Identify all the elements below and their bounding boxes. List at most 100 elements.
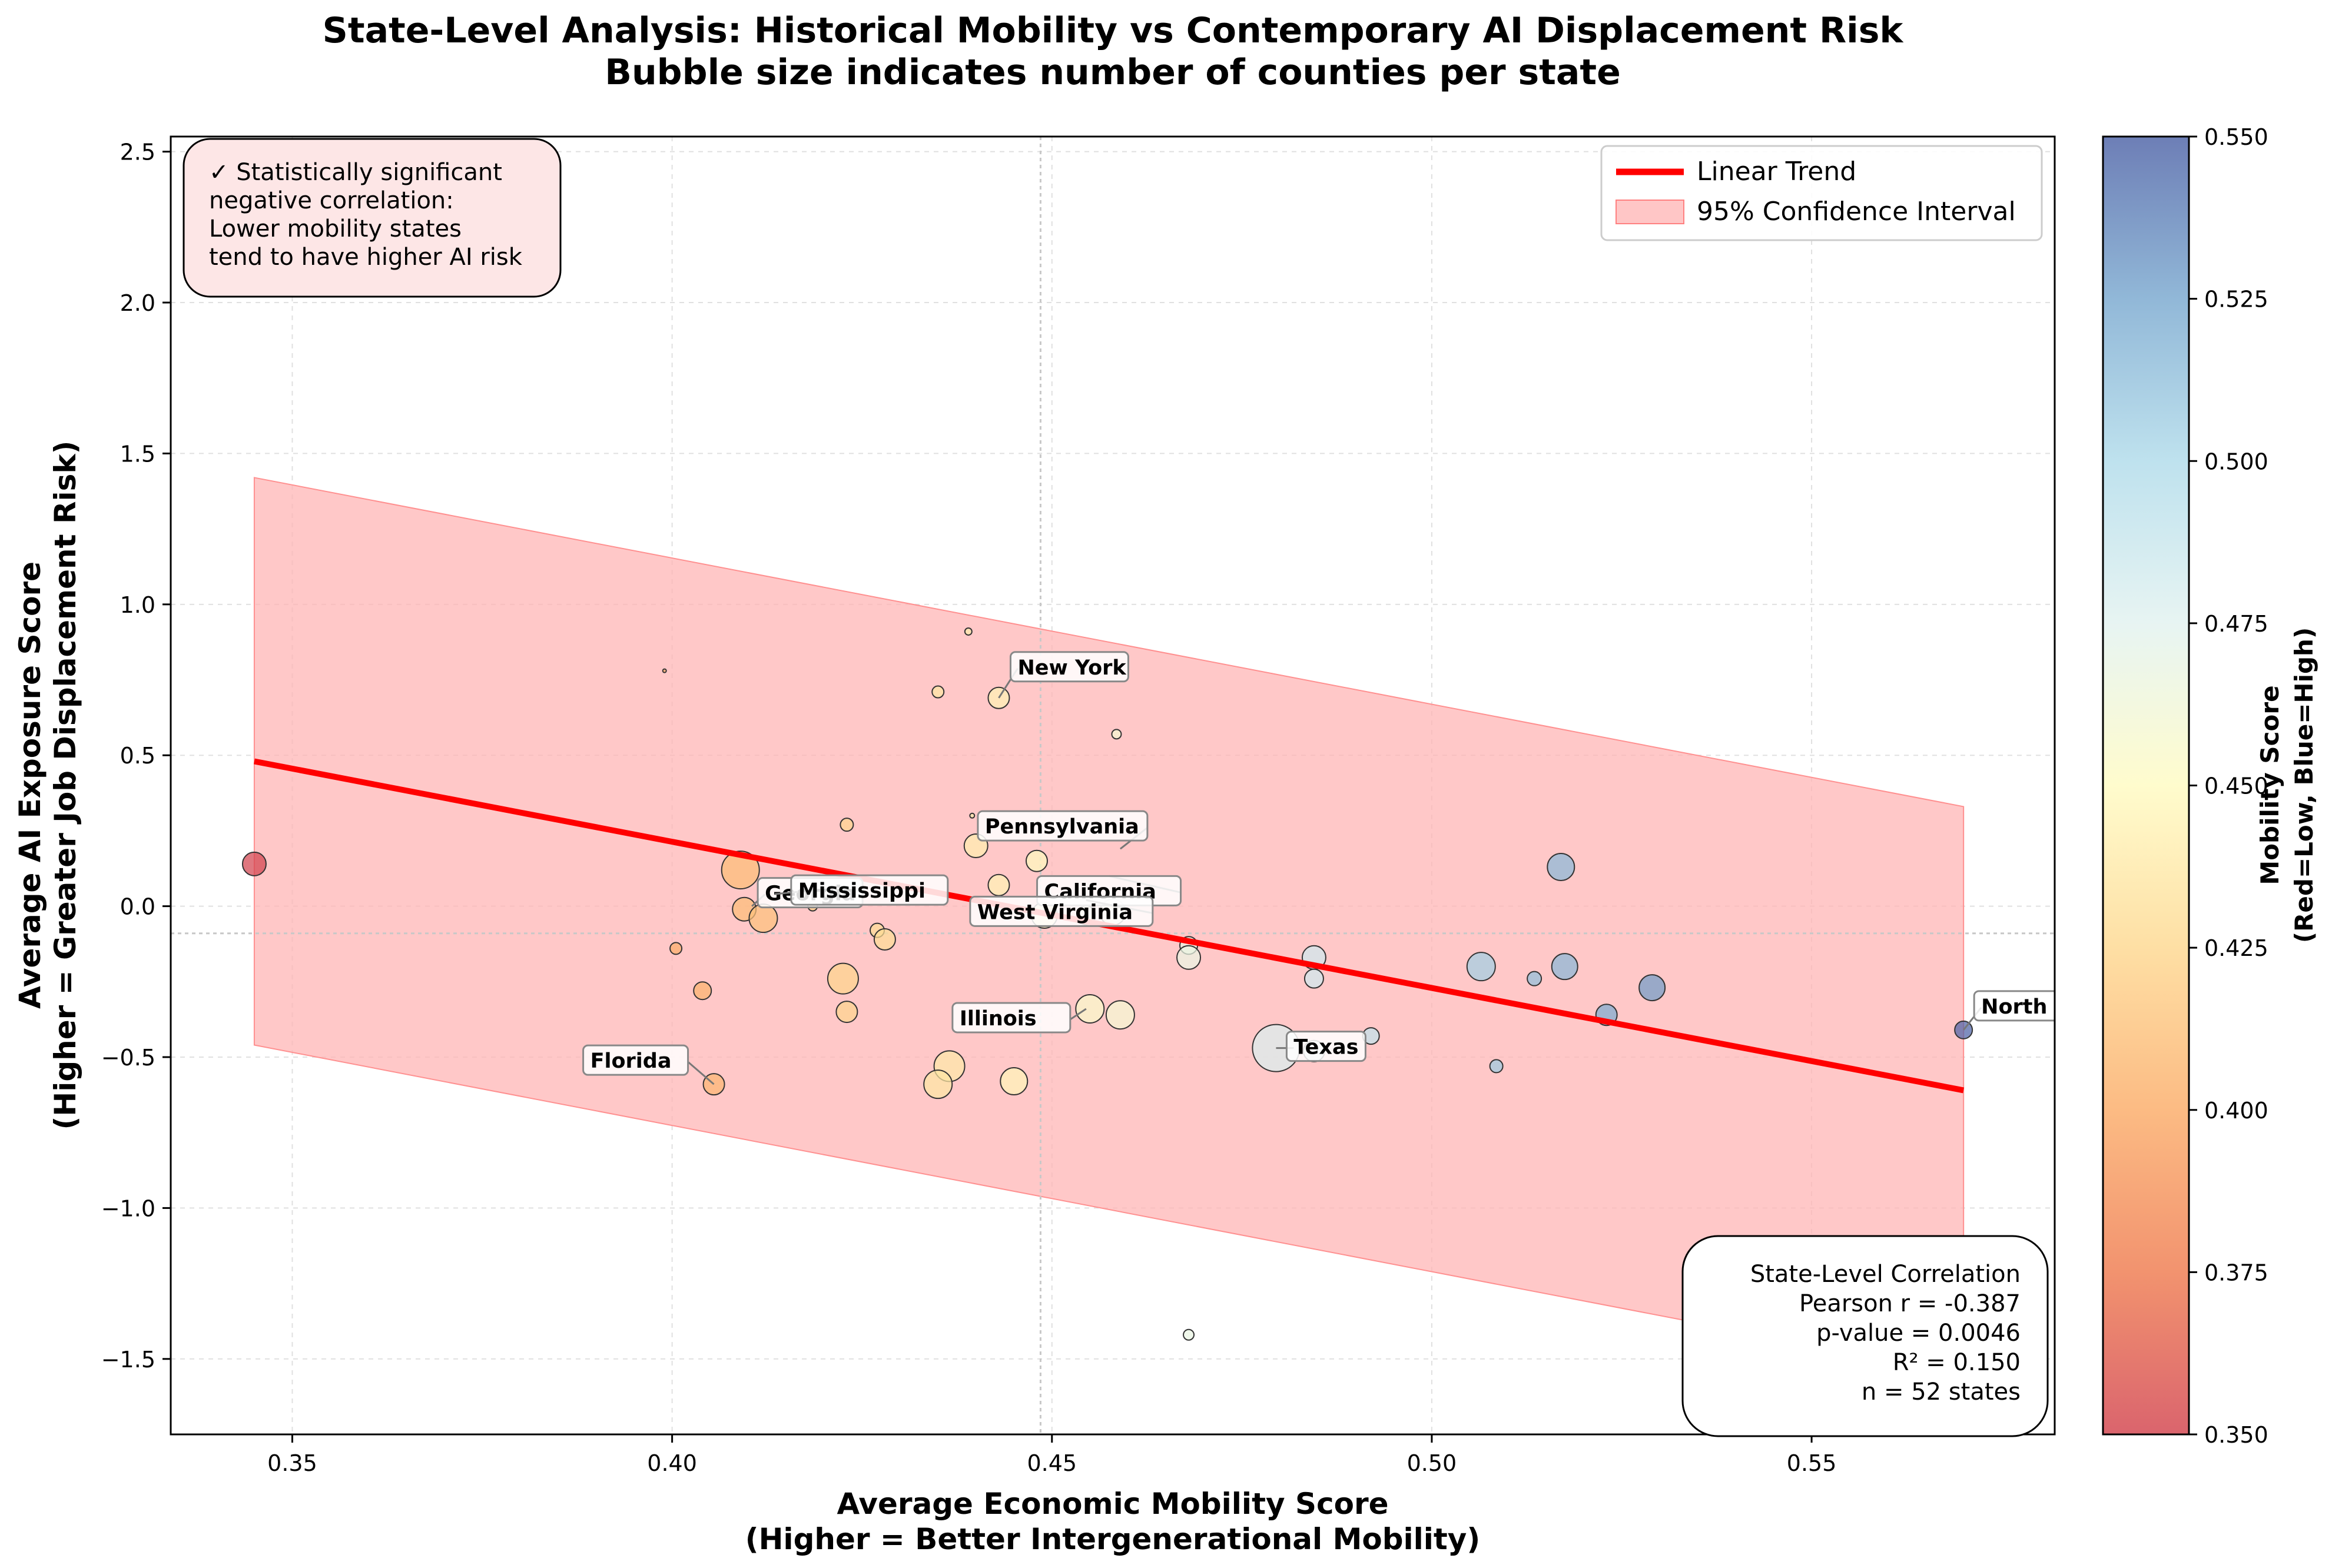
annotation-box [1285, 1031, 1366, 1062]
chart-subtitle: Bubble size indicates number of counties… [605, 52, 1621, 93]
y-tick-label: 2.0 [120, 290, 155, 316]
data-point [1489, 1059, 1504, 1074]
x-axis-label-line2: (Higher = Better Intergenerational Mobil… [745, 1522, 1481, 1556]
colorbar-label-line2: (Red=Low, Blue=High) [2290, 627, 2318, 943]
y-tick-label: 1.0 [120, 592, 155, 618]
data-point [1551, 953, 1578, 981]
state-annotation: New York [998, 651, 1129, 699]
state-annotation: Florida [582, 1044, 715, 1085]
data-point [748, 903, 778, 934]
data-point [1303, 968, 1324, 989]
state-label: Florida [591, 1049, 672, 1073]
state-annotation: Texas [1276, 1031, 1366, 1062]
state-annotation: Pennsylvania [977, 810, 1149, 850]
colorbar-tick-label: 0.450 [2204, 773, 2268, 799]
annotation-box [790, 874, 949, 906]
legend: Linear Trend 95% Confidence Interval [1600, 145, 2043, 241]
data-point [1466, 952, 1496, 982]
colorbar [2102, 135, 2190, 1436]
colorbar-tick-label: 0.500 [2204, 449, 2268, 474]
legend-trend-label: Linear Trend [1697, 157, 1856, 187]
data-point [827, 962, 859, 995]
data-point [1075, 994, 1105, 1024]
data-point [1638, 974, 1666, 1002]
y-tick-label: −0.5 [101, 1045, 155, 1071]
note-line-3: Lower mobility states [209, 215, 462, 242]
annotation-box [1009, 651, 1129, 683]
data-point [931, 685, 945, 699]
y-tick-label: 2.5 [120, 139, 155, 165]
data-point [1183, 1328, 1195, 1341]
annotation-arrow [687, 1061, 715, 1085]
data-point [1025, 849, 1048, 872]
data-point [873, 928, 896, 951]
colorbar-tick-label: 0.550 [2204, 124, 2268, 150]
y-axis-label-line2: (Higher = Greater Job Displacement Risk) [48, 441, 82, 1130]
note-line-1: ✓ Statistically significant [209, 159, 502, 186]
colorbar-tick-label: 0.425 [2204, 935, 2268, 961]
state-label: North Dakota [1981, 995, 2137, 1019]
data-point [662, 668, 667, 673]
colorbar-tick-label: 0.350 [2204, 1422, 2268, 1448]
data-point [964, 627, 973, 636]
note-box: ✓ Statistically significant negative cor… [183, 138, 562, 298]
stats-line-3: p-value = 0.0046 [1816, 1320, 2021, 1347]
x-axis-label: Average Economic Mobility Score [837, 1487, 1388, 1521]
colorbar-ticks: 0.350 0.375 0.400 0.425 0.450 0.475 0.500 0.525… [2189, 124, 2268, 1448]
state-annotation: West Virginia [969, 895, 1154, 927]
plot-frame [170, 135, 2056, 1436]
y-tick-label: 0.0 [120, 894, 155, 920]
colorbar-tick-label: 0.525 [2204, 287, 2268, 313]
note-line-4: tend to have higher AI risk [209, 244, 523, 271]
colorbar-label: Mobility Score [2255, 685, 2284, 885]
stats-box: State-Level Correlation Pearson r = -0.3… [1681, 1235, 2049, 1437]
ticks-layer: 0.35 0.40 0.45 0.50 0.55 −1.5 −1.0 −0.5 0.0 0.5 1.… [101, 139, 1837, 1476]
annotation-arrow [1070, 1008, 1087, 1021]
colorbar-tick-label: 0.400 [2204, 1098, 2268, 1124]
state-label: New York [1017, 656, 1126, 680]
colorbar-tick-label: 0.375 [2204, 1260, 2268, 1285]
state-label: Illinois [960, 1007, 1037, 1031]
state-annotation: Mississippi [774, 874, 949, 906]
stats-line-5: n = 52 states [1862, 1378, 2021, 1406]
data-point [835, 1001, 858, 1024]
data-point [693, 981, 712, 1001]
annotation-box [977, 810, 1149, 842]
colorbar-tick-label: 0.475 [2204, 611, 2268, 637]
data-point [969, 812, 976, 819]
data-point [1547, 852, 1575, 881]
stats-line-2: Pearson r = -0.387 [1799, 1290, 2021, 1317]
state-label: Pennsylvania [985, 815, 1139, 839]
state-annotation: Illinois [951, 1002, 1087, 1034]
annotation-box [951, 1002, 1072, 1034]
annotation-box [582, 1044, 689, 1076]
note-line-2: negative correlation: [209, 187, 454, 214]
data-point [241, 851, 267, 876]
chart-title: State-Level Analysis: Historical Mobilit… [323, 10, 1905, 51]
y-tick-label: 0.5 [120, 743, 155, 769]
legend-ci-swatch [1616, 200, 1684, 224]
x-tick-label: 0.50 [1407, 1450, 1457, 1476]
state-label: Texas [1293, 1036, 1358, 1059]
data-point [1111, 729, 1122, 740]
y-tick-label: −1.0 [101, 1195, 155, 1221]
data-point [987, 873, 1010, 896]
reference-lines [171, 137, 2055, 1434]
data-point [923, 1069, 953, 1099]
data-point [1176, 945, 1202, 970]
annotation-box [1973, 990, 2055, 1022]
y-tick-label: 1.5 [120, 441, 155, 467]
state-label: West Virginia [977, 901, 1133, 924]
x-tick-label: 0.35 [267, 1450, 317, 1476]
data-point [1000, 1067, 1029, 1096]
data-point [1105, 1000, 1135, 1030]
annotation-box [969, 895, 1154, 927]
y-axis-label: Average AI Exposure Score [13, 562, 47, 1009]
data-point [721, 851, 760, 890]
x-tick-label: 0.45 [1027, 1450, 1077, 1476]
data-point [1527, 971, 1542, 986]
legend-ci-label: 95% Confidence Interval [1697, 197, 2016, 227]
x-tick-label: 0.55 [1787, 1450, 1837, 1476]
